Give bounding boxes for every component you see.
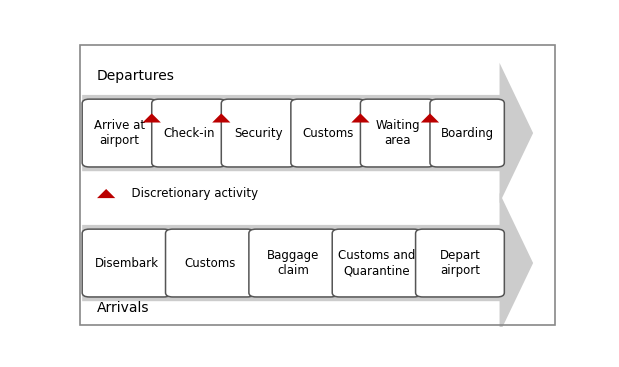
Polygon shape xyxy=(82,193,533,333)
Polygon shape xyxy=(82,63,533,203)
FancyBboxPatch shape xyxy=(360,99,435,167)
Text: Disembark: Disembark xyxy=(95,257,158,269)
Text: Security: Security xyxy=(234,127,283,139)
Text: Arrive at
airport: Arrive at airport xyxy=(94,119,145,147)
FancyBboxPatch shape xyxy=(291,99,365,167)
Text: Departures: Departures xyxy=(97,69,175,83)
Text: Check-in: Check-in xyxy=(163,127,215,139)
FancyBboxPatch shape xyxy=(222,99,296,167)
Text: Waiting
area: Waiting area xyxy=(375,119,420,147)
FancyBboxPatch shape xyxy=(152,99,226,167)
FancyBboxPatch shape xyxy=(82,229,171,297)
FancyBboxPatch shape xyxy=(165,229,254,297)
Text: Discretionary activity: Discretionary activity xyxy=(124,187,259,200)
FancyBboxPatch shape xyxy=(82,99,157,167)
Polygon shape xyxy=(421,113,439,123)
Text: Customs and
Quarantine: Customs and Quarantine xyxy=(338,249,415,277)
Polygon shape xyxy=(212,113,230,123)
Text: Depart
airport: Depart airport xyxy=(439,249,480,277)
Text: Boarding: Boarding xyxy=(441,127,494,139)
Text: Baggage
claim: Baggage claim xyxy=(267,249,319,277)
FancyBboxPatch shape xyxy=(249,229,337,297)
Text: Customs: Customs xyxy=(184,257,236,269)
FancyBboxPatch shape xyxy=(415,229,504,297)
Polygon shape xyxy=(97,189,115,198)
Polygon shape xyxy=(142,113,161,123)
Polygon shape xyxy=(352,113,370,123)
Text: Customs: Customs xyxy=(302,127,353,139)
FancyBboxPatch shape xyxy=(430,99,504,167)
FancyBboxPatch shape xyxy=(332,229,421,297)
Text: Arrivals: Arrivals xyxy=(97,301,149,315)
